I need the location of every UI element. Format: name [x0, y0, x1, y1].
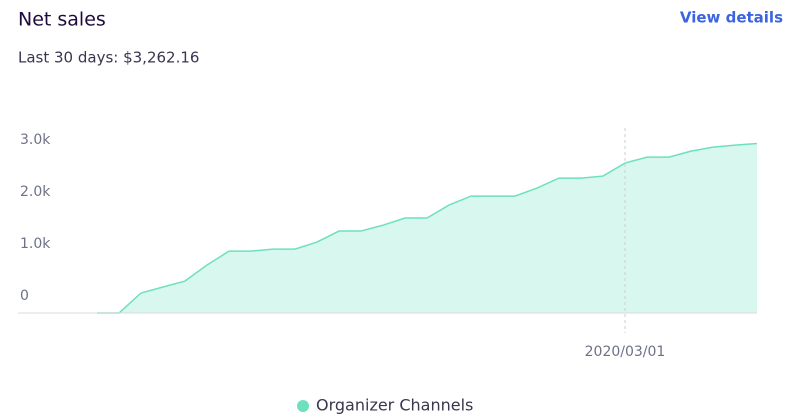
view-details-link[interactable]: View details: [680, 9, 783, 27]
chart-title: Net sales: [18, 9, 106, 31]
area-fill: [97, 143, 757, 313]
chart-subtitle: Last 30 days: $3,262.16: [18, 49, 199, 67]
area-line: [97, 142, 758, 314]
y-tick-label: 2.0k: [20, 184, 51, 200]
y-tick-label: 1.0k: [20, 236, 51, 252]
y-tick-label: 0: [20, 288, 29, 304]
y-tick-label: 3.0k: [20, 132, 51, 148]
legend-label: Organizer Channels: [316, 396, 473, 415]
legend-swatch: [297, 400, 309, 412]
x-tick-label: 2020/03/01: [585, 344, 666, 360]
